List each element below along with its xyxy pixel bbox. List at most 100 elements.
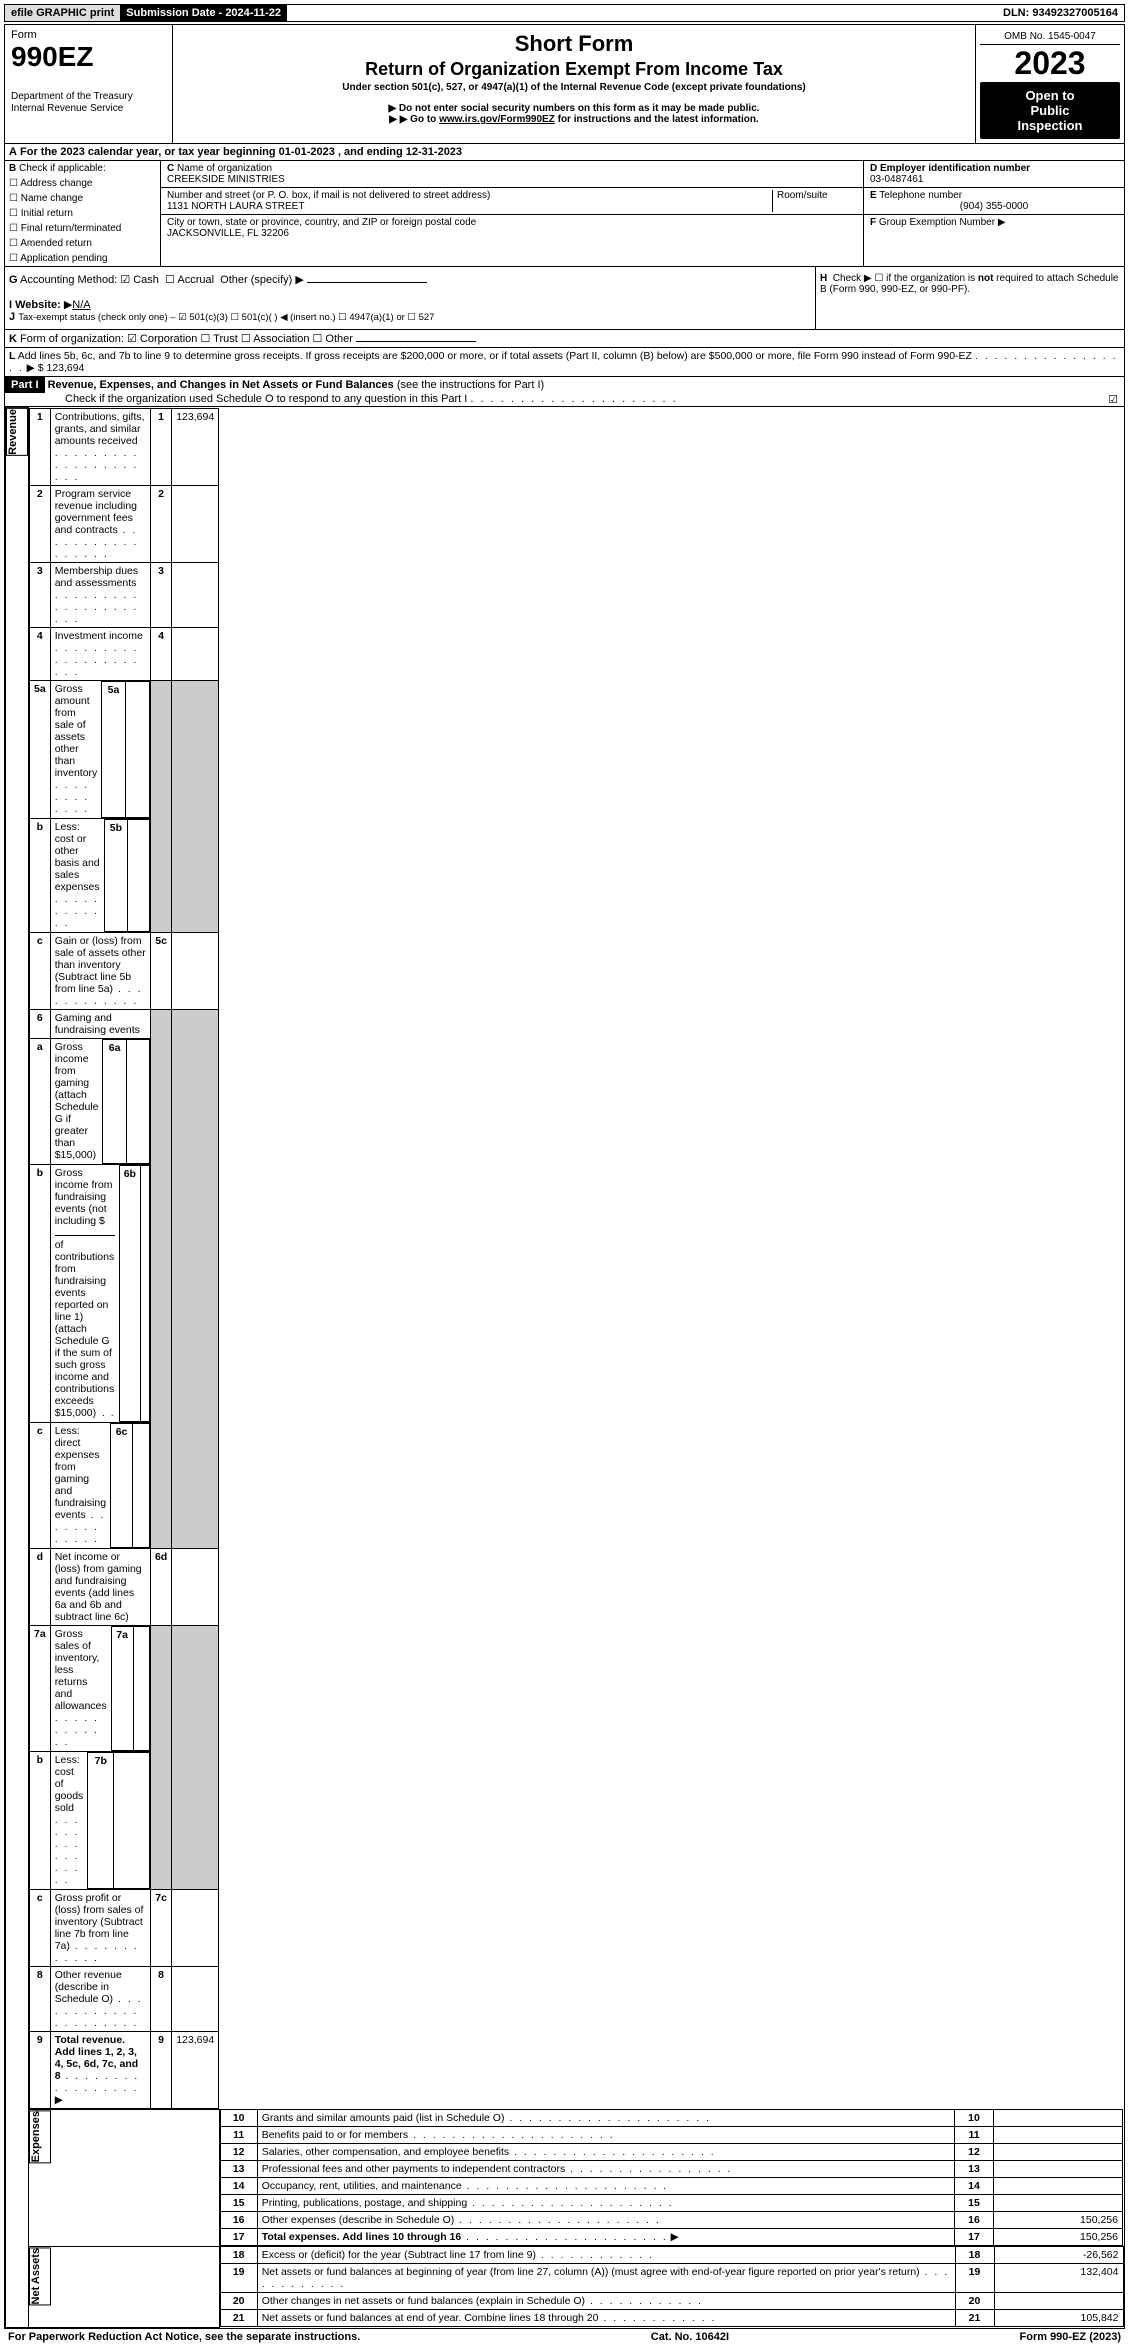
chk-amended-return[interactable]: Amended return <box>5 236 160 251</box>
line-2-amount <box>172 485 219 562</box>
part-i-check-text: Check if the organization used Schedule … <box>5 393 467 405</box>
line-7b-desc: Less: cost of goods sold <box>55 1754 84 1814</box>
line-13-desc: Professional fees and other payments to … <box>262 2163 566 2175</box>
chk-initial-return[interactable]: Initial return <box>5 206 160 221</box>
d-label: Employer identification number <box>880 163 1030 174</box>
line-4-desc: Investment income <box>55 630 143 642</box>
line-18-desc: Excess or (deficit) for the year (Subtra… <box>262 2249 536 2261</box>
main-title: Return of Organization Exempt From Incom… <box>177 59 971 80</box>
line-5b-sublabel: 5b <box>104 819 128 931</box>
chk-name-change[interactable]: Name change <box>5 191 160 206</box>
chk-accrual[interactable]: Accrual <box>165 274 214 286</box>
b-label: Check if applicable: <box>19 163 106 174</box>
goto-link-text: ▶ Go to www.irs.gov/Form990EZ for instru… <box>177 114 971 125</box>
tax-year: 2023 <box>980 45 1120 82</box>
page-footer: For Paperwork Reduction Act Notice, see … <box>4 2329 1125 2345</box>
line-k: K Form of organization: ☑ Corporation ☐ … <box>5 330 1124 348</box>
expenses-vlabel: Expenses <box>29 2110 51 2163</box>
line-12-desc: Salaries, other compensation, and employ… <box>262 2146 509 2158</box>
line-14-desc: Occupancy, rent, utilities, and maintena… <box>262 2180 462 2192</box>
revenue-vlabel: Revenue <box>6 408 28 456</box>
part-i-sub: (see the instructions for Part I) <box>397 379 544 391</box>
section-def: D Employer identification number 03-0487… <box>863 161 1124 266</box>
omb-number: OMB No. 1545-0047 <box>980 29 1120 45</box>
line-7b-sublabel: 7b <box>88 1752 114 1888</box>
line-6b-desc1: Gross income from fundraising events (no… <box>55 1167 113 1227</box>
line-20-desc: Other changes in net assets or fund bala… <box>262 2295 585 2307</box>
line-a-text: For the 2023 calendar year, or tax year … <box>20 146 462 158</box>
footer-cat-no: Cat. No. 10642I <box>651 2331 729 2343</box>
part-i-header: Part I Revenue, Expenses, and Changes in… <box>5 377 1124 407</box>
submission-date-label: Submission Date - 2024-11-22 <box>120 5 287 21</box>
line-11-desc: Benefits paid to or for members <box>262 2129 408 2141</box>
line-3-desc: Membership dues and assessments <box>55 565 138 589</box>
org-name: CREEKSIDE MINISTRIES <box>167 174 285 185</box>
footer-right: Form 990-EZ (2023) <box>1020 2331 1122 2343</box>
part-i-table: Revenue 1Contributions, gifts, grants, a… <box>5 407 1124 2328</box>
open-to-text: Open to <box>1025 88 1074 103</box>
line-16-amount: 150,256 <box>994 2212 1123 2229</box>
website-value: N/A <box>72 299 90 311</box>
line-6d-desc: Net income or (loss) from gaming and fun… <box>50 1548 150 1625</box>
line-6a-desc: Gross income from gaming (attach Schedul… <box>55 1041 99 1161</box>
line-7a-sublabel: 7a <box>111 1626 133 1750</box>
g-other: Other (specify) <box>220 274 292 286</box>
dept-treasury: Department of the Treasury <box>11 91 166 102</box>
k-other-input[interactable] <box>356 341 476 342</box>
street-value: 1131 NORTH LAURA STREET <box>167 201 304 212</box>
e-label: Telephone number <box>879 190 962 201</box>
h-text: Check ▶ ☐ if the organization is not req… <box>820 273 1119 295</box>
chk-final-return[interactable]: Final return/terminated <box>5 221 160 236</box>
line-l: L Add lines 5b, 6c, and 7b to line 9 to … <box>5 348 1124 377</box>
footer-left: For Paperwork Reduction Act Notice, see … <box>8 2331 360 2343</box>
line-15-desc: Printing, publications, postage, and shi… <box>262 2197 467 2209</box>
form-number: 990EZ <box>11 41 94 72</box>
other-specify-input[interactable] <box>307 282 427 283</box>
inspection-text: Inspection <box>1017 118 1082 133</box>
top-toolbar: efile GRAPHIC print Submission Date - 20… <box>4 4 1125 22</box>
line-21-desc: Net assets or fund balances at end of ye… <box>262 2312 599 2324</box>
gh-row: G Accounting Method: Cash Accrual Other … <box>5 267 1124 330</box>
line-6-desc: Gaming and fundraising events <box>50 1009 150 1038</box>
ein-value: 03-0487461 <box>870 174 923 185</box>
form-word: Form <box>11 29 37 41</box>
netassets-vlabel: Net Assets <box>29 2247 51 2305</box>
dln-label: DLN: 93492327005164 <box>997 5 1124 21</box>
form-header: Form 990EZ Department of the Treasury In… <box>4 24 1125 2329</box>
line-18-amount: -26,562 <box>994 2247 1123 2264</box>
title-right: OMB No. 1545-0047 2023 Open to Public In… <box>975 25 1124 143</box>
part-i-badge: Part I <box>5 377 45 393</box>
i-label: Website: <box>15 299 61 311</box>
line-8-desc: Other revenue (describe in Schedule O) <box>55 1969 122 2005</box>
ssn-warning: Do not enter social security numbers on … <box>177 103 971 114</box>
line-10-desc: Grants and similar amounts paid (list in… <box>262 2112 505 2124</box>
efile-print-label: efile GRAPHIC print <box>5 5 120 21</box>
form-id-cell: Form 990EZ Department of the Treasury In… <box>5 25 173 143</box>
part-i-title: Revenue, Expenses, and Changes in Net As… <box>48 379 394 391</box>
under-section-text: Under section 501(c), 527, or 4947(a)(1)… <box>177 82 971 93</box>
line-16-desc: Other expenses (describe in Schedule O) <box>262 2214 455 2226</box>
title-center: Short Form Return of Organization Exempt… <box>173 25 975 143</box>
line-9-amount: 123,694 <box>172 2031 219 2108</box>
section-b: B Check if applicable: Address change Na… <box>5 161 160 266</box>
f-label: Group Exemption Number <box>879 217 995 228</box>
line-19-amount: 132,404 <box>994 2264 1123 2293</box>
section-c: C Name of organization CREEKSIDE MINISTR… <box>160 161 863 266</box>
line-6b-input[interactable] <box>55 1235 115 1236</box>
city-value: JACKSONVILLE, FL 32206 <box>167 228 289 239</box>
line-5a-desc: Gross amount from sale of assets other t… <box>55 683 98 779</box>
j-text: Tax-exempt status (check only one) ‒ ☑ 5… <box>18 312 434 323</box>
public-text: Public <box>1030 103 1069 118</box>
chk-application-pending[interactable]: Application pending <box>5 251 160 266</box>
chk-address-change[interactable]: Address change <box>5 176 160 191</box>
line-a: A For the 2023 calendar year, or tax yea… <box>5 144 1124 161</box>
chk-cash[interactable]: Cash <box>120 274 159 286</box>
line-5b-desc: Less: cost or other basis and sales expe… <box>55 821 100 893</box>
short-form-title: Short Form <box>177 31 971 57</box>
line-21-amount: 105,842 <box>994 2310 1123 2327</box>
line-6a-sublabel: 6a <box>103 1039 126 1163</box>
l-amount: $ 123,694 <box>38 362 85 374</box>
street-label: Number and street (or P. O. box, if mail… <box>167 190 490 201</box>
f-arrow: ▶ <box>998 217 1006 228</box>
dept-irs: Internal Revenue Service <box>11 103 123 114</box>
